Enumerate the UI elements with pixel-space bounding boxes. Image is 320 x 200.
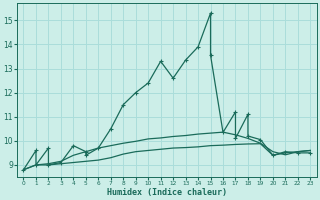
X-axis label: Humidex (Indice chaleur): Humidex (Indice chaleur)	[107, 188, 227, 197]
